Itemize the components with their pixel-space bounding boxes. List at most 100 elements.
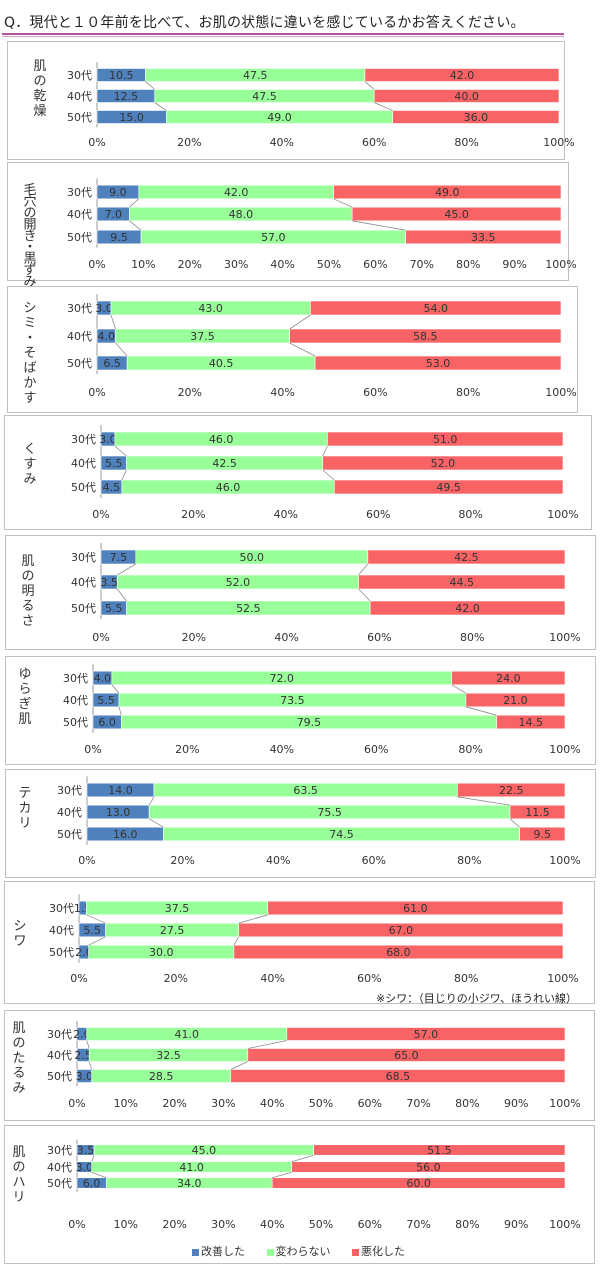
series-connector-line — [88, 936, 106, 946]
x-tick-label: 0% — [92, 631, 109, 644]
series-connector-line — [358, 563, 369, 576]
data-label: 44.5 — [450, 576, 475, 589]
category-label: 40代 — [67, 330, 92, 343]
x-tick-label: 20% — [182, 631, 206, 644]
data-label: 46.0 — [216, 481, 241, 494]
series-connector-line — [110, 314, 116, 330]
data-label: 37.5 — [165, 902, 190, 915]
x-tick-label: 20% — [177, 136, 201, 149]
category-label: 30代 — [67, 302, 92, 315]
chart-title-sensitivity: ゆらぎ肌 — [18, 667, 31, 727]
category-label: 30代 — [71, 433, 96, 446]
x-tick-label: 20% — [162, 1097, 186, 1110]
x-tick-label: 40% — [260, 972, 284, 985]
data-label: 33.5 — [471, 231, 496, 244]
x-tick-label: 30% — [224, 258, 248, 271]
x-tick-label: 90% — [504, 1218, 528, 1231]
bar-segment-worsened — [519, 826, 566, 842]
x-tick-label: 100% — [549, 1097, 580, 1110]
data-label: 54.0 — [423, 302, 448, 315]
title-underline — [2, 33, 564, 35]
category-label: 30代 — [47, 1028, 72, 1041]
x-tick-label: 70% — [406, 1218, 430, 1231]
data-label: 57.0 — [261, 231, 286, 244]
bar-segment-worsened — [314, 355, 562, 371]
legend-label-improved: 改善した — [201, 1245, 245, 1258]
data-label: 68.5 — [386, 1070, 411, 1083]
category-label: 50代 — [57, 828, 82, 841]
series-connector-line — [289, 342, 316, 357]
series-connector-line — [86, 914, 106, 924]
data-label: 9.5 — [534, 828, 552, 841]
series-connector-line — [116, 588, 127, 602]
data-label: 2.0 — [75, 946, 93, 959]
bar-segment-worsened — [286, 1027, 566, 1041]
data-label: 16.0 — [113, 828, 138, 841]
data-label: 37.5 — [190, 330, 215, 343]
series-connector-line — [465, 706, 497, 716]
x-tick-label: 80% — [458, 743, 482, 756]
title-underline-thin — [2, 36, 564, 37]
data-label: 50.0 — [240, 551, 265, 564]
x-tick-label: 100% — [549, 631, 580, 644]
data-label: 3.0 — [76, 1161, 94, 1174]
category-label: 50代 — [67, 231, 92, 244]
wrinkle-footnote: ※シワ：（目じりの小ジワ、ほうれい線） — [376, 992, 578, 1005]
bar-segment-worsened — [313, 1144, 566, 1156]
chart-title-wrinkles: シワ — [13, 919, 26, 949]
series-connector-line — [247, 1040, 287, 1049]
data-label: 12.5 — [114, 90, 139, 103]
bar-segment-worsened — [322, 455, 564, 471]
bar-segment-worsened — [289, 328, 562, 344]
category-label: 30代 — [49, 902, 74, 915]
bar-segment-worsened — [351, 206, 562, 222]
series-connector-line — [145, 81, 156, 90]
legend-label-worsened: 悪化した — [361, 1245, 405, 1258]
x-tick-label: 80% — [457, 854, 481, 867]
data-label: 45.0 — [444, 208, 469, 221]
data-label: 73.5 — [280, 694, 305, 707]
data-label: 15.0 — [119, 111, 144, 124]
series-connector-line — [114, 445, 127, 457]
category-label: 50代 — [47, 1177, 72, 1190]
x-tick-label: 80% — [454, 136, 478, 149]
data-label: 51.0 — [433, 433, 458, 446]
chart-legend: 改善した 変わらない 悪化した — [192, 1243, 423, 1259]
series-connector-line — [364, 81, 375, 90]
data-label: 42.0 — [224, 186, 249, 199]
series-connector-line — [91, 1171, 107, 1179]
data-label: 6.5 — [103, 357, 121, 370]
x-tick-label: 40% — [274, 631, 298, 644]
data-label: 68.0 — [386, 946, 411, 959]
x-tick-label: 40% — [270, 386, 294, 399]
data-label: 42.0 — [450, 69, 475, 82]
data-label: 32.5 — [156, 1049, 181, 1062]
data-label: 67.0 — [389, 924, 414, 937]
category-label: 50代 — [67, 357, 92, 370]
bar-segment-worsened — [310, 300, 562, 316]
series-connector-line — [115, 342, 128, 357]
legend-item-unchanged: 変わらない — [266, 1243, 331, 1259]
category-label: 50代 — [63, 716, 88, 729]
series-connector-line — [451, 684, 467, 694]
bar-segment-worsened — [496, 714, 566, 730]
x-tick-label: 40% — [270, 743, 294, 756]
x-tick-label: 60% — [366, 508, 390, 521]
chart-title-dullness: くすみ — [23, 442, 36, 487]
legend-item-improved: 改善した — [192, 1243, 245, 1259]
x-tick-label: 20% — [162, 1218, 186, 1231]
x-tick-label: 100% — [549, 743, 580, 756]
data-label: 10.5 — [109, 69, 134, 82]
data-label: 60.0 — [406, 1177, 431, 1190]
data-label: 3.0 — [99, 433, 117, 446]
x-tick-label: 0% — [68, 1097, 85, 1110]
x-tick-label: 60% — [364, 743, 388, 756]
data-label: 3.0 — [76, 1070, 94, 1083]
data-label: 45.0 — [192, 1144, 217, 1157]
x-tick-label: 60% — [357, 972, 381, 985]
series-connector-line — [91, 1155, 95, 1162]
